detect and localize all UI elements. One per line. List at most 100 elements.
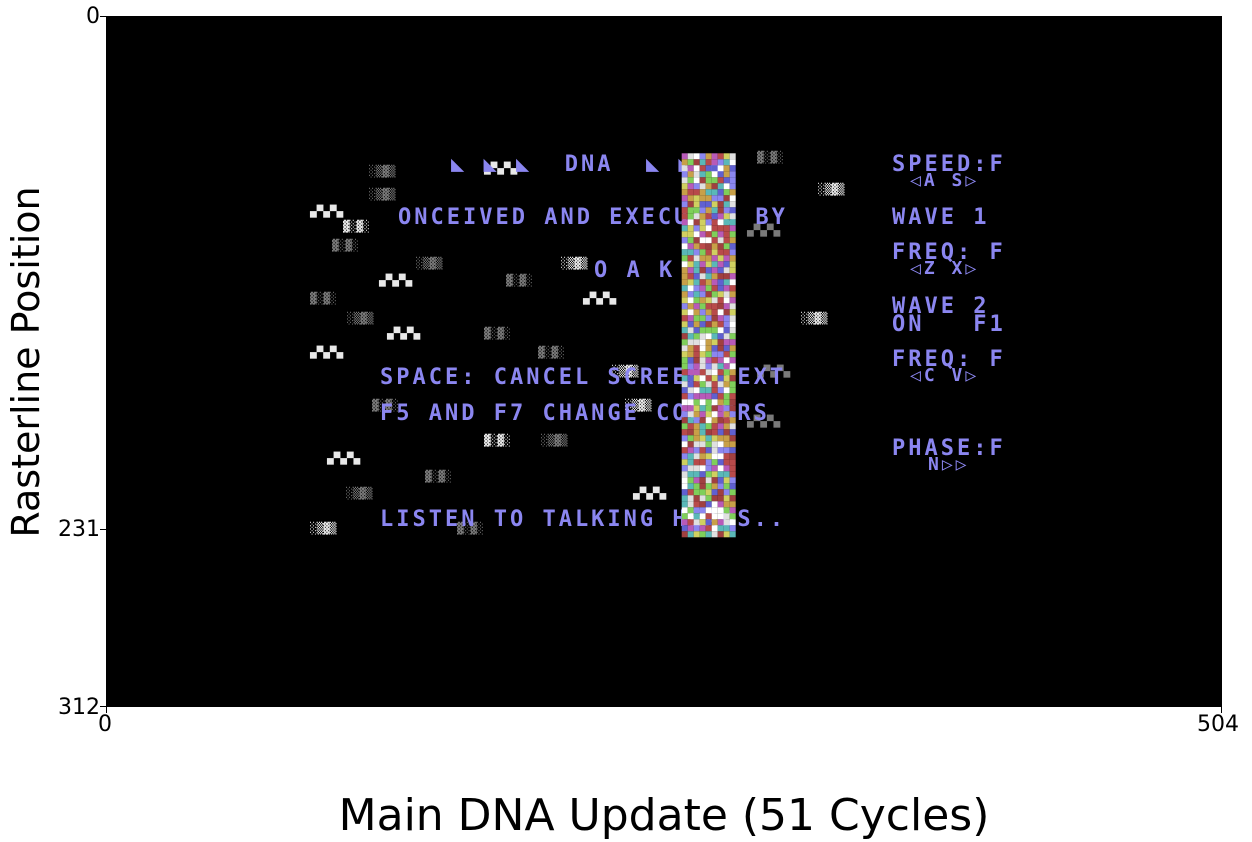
dna-cell [699,321,706,328]
dna-cell [699,189,706,196]
dna-cell [699,339,706,346]
dna-cell [729,435,736,442]
dna-cell [711,489,718,496]
dna-cell [681,219,688,226]
dna-cell [729,519,736,526]
dna-cell [717,441,724,448]
dna-cell [693,219,700,226]
dna-cell [729,315,736,322]
dna-cell [699,495,706,502]
dna-cell [693,183,700,190]
dna-cell [699,477,706,484]
sprite-noise-blob: ▓░▓░ [425,470,452,483]
dna-cell [723,261,730,268]
y-tick-mark-0 [100,16,106,17]
dna-cell [699,447,706,454]
sprite-noise-blob: ▓░▓░ [484,327,511,340]
dna-cell [693,525,700,532]
dna-cell [705,363,712,370]
dna-cell [711,213,718,220]
dna-cell [681,213,688,220]
dna-cell [711,189,718,196]
wave2-label: WAVE 2 [892,294,990,319]
dna-cell [693,375,700,382]
speed-label: SPEED:F [892,152,1006,177]
dna-cell [723,471,730,478]
dna-cell [723,459,730,466]
dna-cell [681,501,688,508]
dna-cell [729,381,736,388]
dna-cell [687,183,694,190]
dna-cell [687,369,694,376]
dna-cell [723,159,730,166]
dna-cell [687,159,694,166]
dna-cell [705,423,712,430]
dna-cell [693,453,700,460]
dna-cell [723,519,730,526]
sprite-noise-blob: ░▒▓▒ [625,399,652,412]
dna-cell [681,333,688,340]
dna-cell [717,531,724,538]
dna-cell [729,363,736,370]
dna-cell [699,453,706,460]
dna-cell [717,357,724,364]
dna-cell [705,507,712,514]
dna-cell [711,519,718,526]
dna-cell [729,255,736,262]
dna-cell [705,267,712,274]
freq1-label: FREQ: F [892,240,1006,265]
dna-cell [717,429,724,436]
dna-cell [717,345,724,352]
dna-cell [711,255,718,262]
dna-cell [687,237,694,244]
dna-cell [723,477,730,484]
dna-cell [723,357,730,364]
screen-space-line: SPACE: CANCEL SCREEN TEXT [380,365,787,390]
dna-cell [723,303,730,310]
dna-cell [723,363,730,370]
dna-cell [711,363,718,370]
dna-cell [729,477,736,484]
dna-cell [717,285,724,292]
dna-cell [681,387,688,394]
dna-cell [723,237,730,244]
dna-cell [705,477,712,484]
dna-cell [681,357,688,364]
dna-cell [711,435,718,442]
dna-cell [681,465,688,472]
dna-cell [693,321,700,328]
dna-cell [681,351,688,358]
dna-cell [729,153,736,160]
dna-cell [717,237,724,244]
dna-cell [681,519,688,526]
dna-cell [687,327,694,334]
dna-cell [723,483,730,490]
dna-cell [705,501,712,508]
dna-cell [693,351,700,358]
dna-cell [729,285,736,292]
dna-cell [693,531,700,538]
dna-cell [729,195,736,202]
dna-cell [711,501,718,508]
dna-cell [717,255,724,262]
dna-cell [705,357,712,364]
dna-cell [723,369,730,376]
dna-cell [681,297,688,304]
dna-cell [699,243,706,250]
dna-cell [699,513,706,520]
dna-cell [693,417,700,424]
dna-cell [681,375,688,382]
dna-cell [699,267,706,274]
dna-cell [717,495,724,502]
dna-cell [681,291,688,298]
dna-cell [705,195,712,202]
dna-cell [687,189,694,196]
dna-cell [711,405,718,412]
dna-cell [711,195,718,202]
dna-cell [717,489,724,496]
dna-cell [699,381,706,388]
dna-cell [681,255,688,262]
dna-cell [717,219,724,226]
dna-cell [693,507,700,514]
dna-cell [729,339,736,346]
